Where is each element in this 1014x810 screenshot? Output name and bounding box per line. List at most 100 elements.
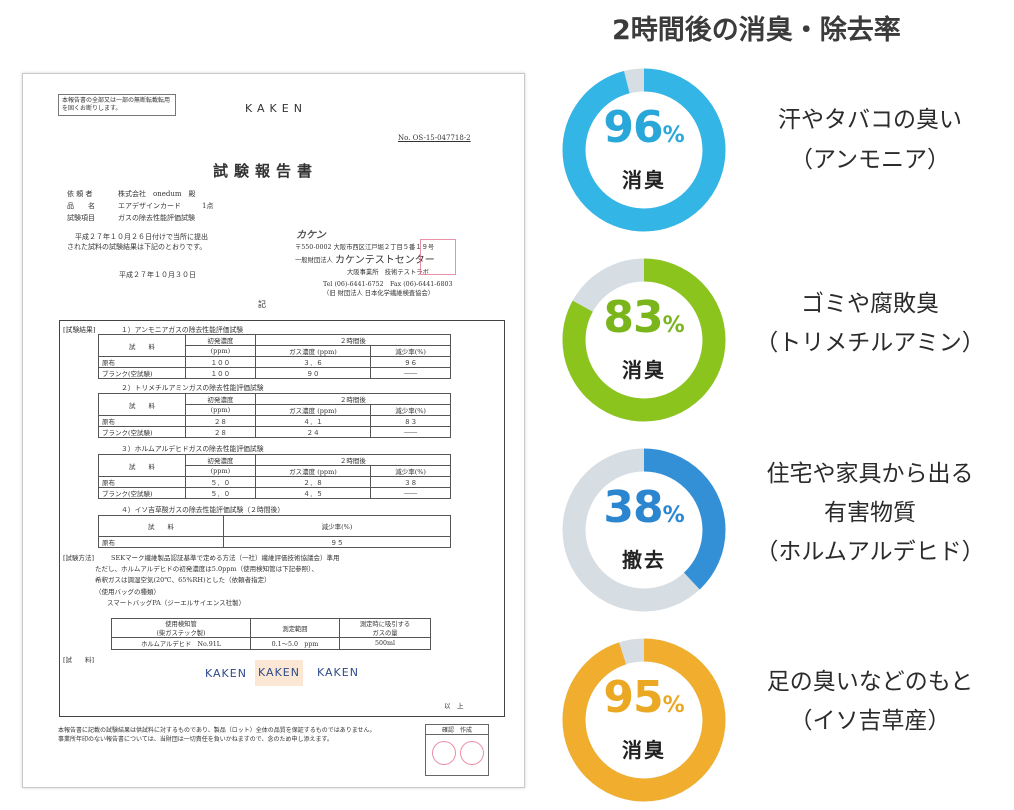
test-report-document: 本報告書の全部又は一部の無断転載転用を固くお断りします。 KAKEN No. O… bbox=[22, 73, 525, 788]
tube-header-2: 測定範囲 bbox=[250, 618, 340, 638]
cell: ８３ bbox=[370, 415, 451, 427]
col-initial: 初発濃度 bbox=[185, 393, 256, 405]
cell: ９６ bbox=[370, 356, 451, 368]
results-table-1: 試 料 初発濃度 ２時間後 (ppm) ガス濃度 (ppm) 減少率(%) 原布… bbox=[98, 334, 452, 379]
col-sample: 試 料 bbox=[98, 393, 186, 416]
ring-1: 96% 消臭 bbox=[562, 68, 726, 232]
requester-value: 株式会社 onedum 殿 bbox=[118, 190, 196, 198]
report-date: 平成２７年１０月３０日 bbox=[119, 271, 196, 279]
method-line-5: スマートバッグPA（ジーエルサイエンス社製） bbox=[107, 599, 246, 607]
percent-sign: % bbox=[662, 313, 685, 338]
copy-notice: 本報告書の全部又は一部の無断転載転用を固くお断りします。 bbox=[58, 94, 176, 116]
results-table-4: 試 料 減少率(%) 原布 ９５ bbox=[98, 515, 451, 548]
author-seal-stamp bbox=[460, 741, 484, 765]
row-cloth: 原布 bbox=[98, 476, 186, 488]
sample-tag-2: KAKEN bbox=[255, 660, 303, 686]
ring-3-description-line: 有害物質 bbox=[824, 500, 916, 526]
method-line-3: 希釈ガスは調湿空気(20℃、65%RH)とした（依頼者指定） bbox=[95, 576, 271, 584]
ring-2: 83% 消臭 bbox=[562, 258, 726, 422]
ring-percentage: 83% bbox=[562, 296, 726, 340]
row-cloth: 原布 bbox=[98, 356, 186, 368]
issuer-office: 大阪事業所 技術テストラボ bbox=[347, 269, 429, 276]
item-value: ガスの除去性能評価試験 bbox=[118, 214, 195, 222]
report-footer: 本報告書に記載の試験結果は供試料に対するものであり、製品（ロット）全体の品質を保… bbox=[58, 726, 376, 744]
cell: ４．５ bbox=[254, 487, 372, 499]
tube-header-3: 測定時に吸引する bbox=[359, 621, 411, 628]
tube-volume: 500ml bbox=[339, 637, 431, 650]
ring-value-arc bbox=[562, 448, 726, 612]
col-reduction: 減少率(%) bbox=[370, 465, 451, 477]
cell: ２８ bbox=[185, 426, 256, 438]
col-sample: 試 料 bbox=[98, 515, 224, 537]
item-label: 試験項目 bbox=[67, 214, 95, 222]
ring-4: 95% 消臭 bbox=[562, 638, 726, 802]
percent-sign: % bbox=[662, 503, 685, 528]
ring-4-description-line: 足の臭いなどのもと bbox=[766, 669, 974, 695]
section-1-title: １）アンモニアガスの除去性能評価試験 bbox=[121, 326, 244, 334]
col-2h: ２時間後 bbox=[254, 334, 452, 346]
ring-3-description-line: （ホルムアルデヒド） bbox=[755, 539, 985, 565]
sample-label: [試 料] bbox=[63, 656, 95, 664]
col-initial: 初発濃度 bbox=[185, 334, 256, 346]
percent-sign: % bbox=[662, 693, 685, 718]
col-reduction: 減少率(%) bbox=[370, 404, 451, 416]
row-cloth: 原布 bbox=[98, 415, 186, 427]
section-3-title: ３）ホルムアルデヒドガスの除去性能評価試験 bbox=[121, 445, 264, 453]
method-line-4: （使用バッグの種類） bbox=[95, 588, 160, 596]
ring-value-arc bbox=[562, 258, 726, 422]
ring-3-description-line: 住宅や家具から出る bbox=[766, 461, 974, 487]
ring-percentage: 95% bbox=[562, 676, 726, 720]
col-reduction: 減少率(%) bbox=[370, 345, 451, 357]
col-ppm: (ppm) bbox=[185, 404, 256, 416]
tube-name: ホルムアルデヒド No.91L bbox=[111, 637, 251, 650]
cell: ９０ bbox=[254, 367, 372, 379]
issuer-org: 一般財団法人 bbox=[295, 257, 333, 264]
cell: ３８ bbox=[370, 476, 451, 488]
ring-2-description-line: （トリメチルアミン） bbox=[755, 330, 985, 356]
method-label: [試験方法] bbox=[63, 554, 95, 562]
percentage-value: 96 bbox=[603, 102, 663, 153]
row-blank: ブランク(空試験) bbox=[98, 367, 186, 379]
cell: １００ bbox=[185, 356, 256, 368]
report-title: 試験報告書 bbox=[213, 162, 319, 180]
footer-line-1: 本報告書に記載の試験結果は供試料に対するものであり、製品（ロット）全体の品質を保… bbox=[58, 727, 376, 734]
tube-header-1: 使用検知管 bbox=[165, 621, 197, 628]
ring-percentage: 96% bbox=[562, 106, 726, 150]
row-cloth: 原布 bbox=[98, 536, 224, 548]
requester-label: 依 頼 者 bbox=[67, 190, 93, 198]
tube-range: 0.1～5.0 ppm bbox=[250, 637, 340, 650]
ring-label: 撤去 bbox=[622, 548, 666, 572]
results-frame bbox=[59, 320, 505, 717]
ijo-mark: 以 上 bbox=[444, 702, 464, 710]
approval-box: 確認 作成 bbox=[425, 724, 489, 776]
col-sample: 試 料 bbox=[98, 334, 186, 357]
section-4-title: ４）イソ吉草酸ガスの除去性能評価試験（２時間後） bbox=[121, 506, 285, 514]
document-number: No. OS-15-047718-2 bbox=[398, 134, 471, 142]
cell: ５．０ bbox=[185, 476, 256, 488]
results-label: [試験結果] bbox=[63, 326, 96, 334]
tube-header-3b: ガスの量 bbox=[372, 630, 398, 637]
report-brand: KAKEN bbox=[245, 102, 307, 115]
method-line-1: SEKマーク繊維製品認証基準で定める方法（一社）繊維評価技術協議会）準用 bbox=[111, 554, 340, 562]
company-seal-stamp bbox=[420, 239, 456, 275]
cell: ２４ bbox=[254, 426, 372, 438]
sample-tag-3: KAKEN bbox=[317, 666, 359, 679]
col-gas: ガス濃度 (ppm) bbox=[254, 465, 372, 477]
cell: ２．８ bbox=[254, 476, 372, 488]
results-table-3: 試 料 初発濃度 ２時間後 (ppm) ガス濃度 (ppm) 減少率(%) 原布… bbox=[98, 454, 452, 499]
ki-mark: 記 bbox=[258, 300, 266, 309]
ring-value-arc bbox=[562, 68, 726, 232]
results-table-2: 試 料 初発濃度 ２時間後 (ppm) ガス濃度 (ppm) 減少率(%) 原布… bbox=[98, 393, 452, 438]
row-blank: ブランク(空試験) bbox=[98, 487, 186, 499]
detector-tube-table: 使用検知管 (柴ガステック製) 測定範囲 測定時に吸引する ガスの量 ホルムアルデヒ… bbox=[111, 618, 431, 650]
ring-label: 消臭 bbox=[622, 168, 666, 192]
confirm-seal-stamp bbox=[432, 741, 456, 765]
ring-percentage: 38% bbox=[562, 486, 726, 530]
ring-2-description-line: ゴミや腐敗臭 bbox=[801, 291, 939, 317]
col-reduction-only: 減少率(%) bbox=[223, 515, 451, 537]
ring-1-description-line: （アンモニア） bbox=[789, 147, 951, 173]
issuer-tel: Tel (06)-6441-6752 Fax (06)-6441-6803 bbox=[323, 281, 453, 288]
cell: ５．０ bbox=[185, 487, 256, 499]
cell: ２８ bbox=[185, 415, 256, 427]
cell: ―― bbox=[370, 367, 451, 379]
